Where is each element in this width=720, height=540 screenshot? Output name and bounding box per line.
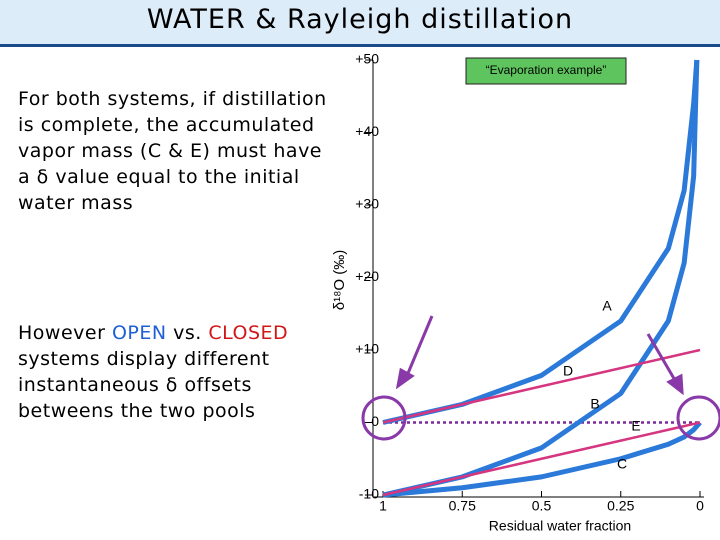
y-tick-label: +40 xyxy=(355,123,379,139)
series-line xyxy=(382,421,701,497)
y-tick-label: +20 xyxy=(355,268,379,284)
arrow xyxy=(646,333,678,383)
slide-title: WATER & Rayleigh distillation xyxy=(146,4,574,35)
text-run: systems display different instantaneous … xyxy=(18,322,295,422)
x-tick-label: 0.5 xyxy=(532,498,552,514)
x-tick-label: 0 xyxy=(696,498,704,514)
arrow-head xyxy=(395,367,415,390)
y-tick-label: +50 xyxy=(355,51,379,67)
text-run: vs. xyxy=(166,322,209,344)
text-run: CLOSED xyxy=(208,322,289,344)
text-run: However xyxy=(18,322,112,344)
y-tick-label: -10 xyxy=(359,486,379,502)
annotation: “Evaporation example” xyxy=(486,63,607,77)
x-tick-label: 1 xyxy=(379,498,387,514)
series-label: B xyxy=(590,396,599,412)
text-run: OPEN xyxy=(111,322,167,344)
chart-background xyxy=(330,50,720,540)
arrow-head xyxy=(666,373,684,396)
paragraph: For both systems, if distillation is com… xyxy=(18,88,327,214)
series-line xyxy=(382,420,702,498)
arrow xyxy=(404,315,434,379)
title-bar xyxy=(0,0,720,47)
x-axis-label: Residual water fraction xyxy=(489,518,631,534)
series-label: C xyxy=(617,456,627,472)
annotations xyxy=(361,315,720,441)
y-tick-label: +30 xyxy=(355,196,379,212)
y-tick-label: 0 xyxy=(371,413,379,429)
series-label: E xyxy=(631,418,640,434)
highlight-circle xyxy=(361,395,407,441)
paragraph: However OPEN vs. CLOSED systems display … xyxy=(18,320,336,424)
series-label: A xyxy=(602,298,612,314)
plot: -10 0 +10 +20 +30 +40 +50 1 0.75 0.5 0.25 0 A E C D B xyxy=(355,51,704,514)
y-tick-label: +10 xyxy=(355,341,379,357)
annotation-box xyxy=(465,57,627,85)
series-label: D xyxy=(563,363,573,379)
series-line xyxy=(382,348,701,424)
x-tick-label: 0.25 xyxy=(607,498,634,514)
highlight-circle xyxy=(676,395,720,441)
y-axis-label: δ¹⁸O (‰) xyxy=(331,250,348,311)
x-tick-label: 0.75 xyxy=(449,498,476,514)
